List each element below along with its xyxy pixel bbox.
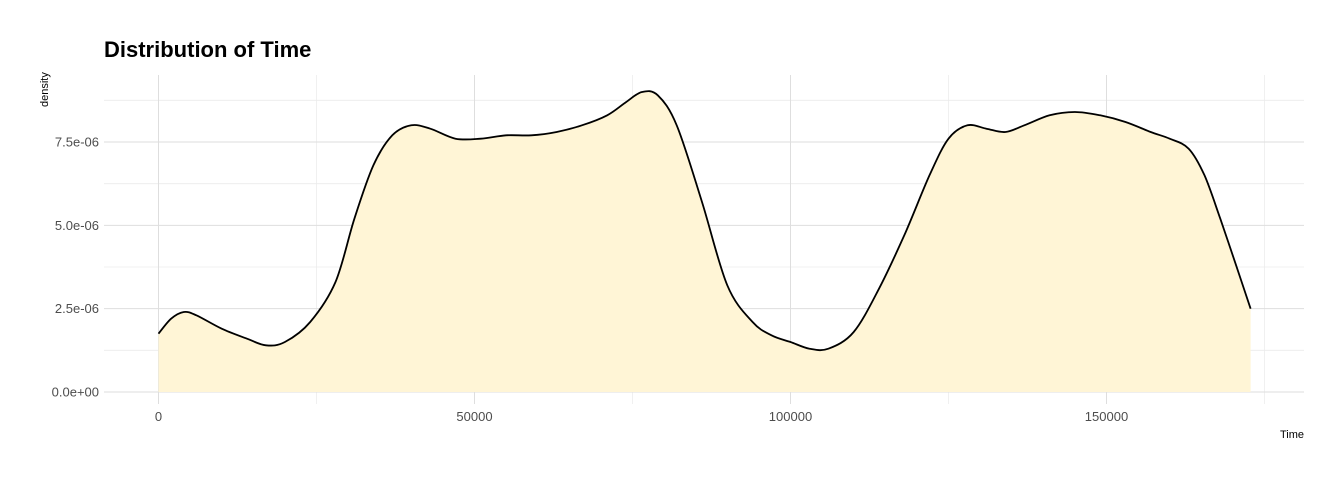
- density-area-fill: [158, 91, 1251, 392]
- density-curve: [157, 90, 1252, 352]
- x-tick-label: 150000: [1085, 409, 1128, 424]
- y-tick-label: 2.5e-06: [55, 301, 99, 316]
- y-tick-label: 0.0e+00: [52, 385, 99, 400]
- plot-area: [157, 90, 1252, 392]
- x-tick-label: 50000: [456, 409, 492, 424]
- y-axis-ticks: 0.0e+00 2.5e-06 5.0e-06 7.5e-06: [52, 135, 99, 400]
- y-tick-label: 7.5e-06: [55, 135, 99, 150]
- y-axis-title: density: [39, 72, 51, 107]
- chart-title: Distribution of Time: [104, 37, 311, 62]
- x-axis-title: Time: [1280, 429, 1304, 441]
- y-tick-label: 5.0e-06: [55, 218, 99, 233]
- x-tick-label: 100000: [769, 409, 812, 424]
- x-tick-label: 0: [155, 409, 162, 424]
- x-axis-ticks: 0 50000 100000 150000: [155, 409, 1128, 424]
